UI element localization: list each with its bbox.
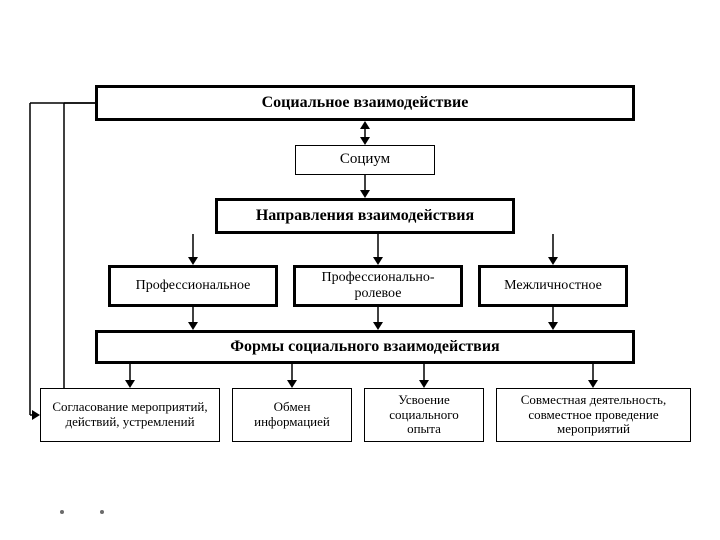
- node-n5: Профессионально-ролевое: [293, 265, 463, 307]
- node-label: Направления взаимодействия: [256, 207, 474, 225]
- footer-dot: [60, 510, 64, 514]
- node-n11: Совместная деятельность, совместное пров…: [496, 388, 691, 442]
- node-label: Согласование мероприятий, действий, устр…: [47, 400, 213, 430]
- node-label: Профессионально-ролевое: [302, 270, 454, 302]
- node-n2: Социум: [295, 145, 435, 175]
- node-n8: Согласование мероприятий, действий, устр…: [40, 388, 220, 442]
- node-n4: Профессиональное: [108, 265, 278, 307]
- node-label: Социальное взаимодействие: [262, 94, 469, 112]
- node-label: Социум: [340, 151, 390, 168]
- node-n7: Формы социального взаимодействия: [95, 330, 635, 364]
- footer-dot: [100, 510, 104, 514]
- node-label: Усвоение социального опыта: [371, 393, 477, 438]
- node-label: Формы социального взаимодействия: [230, 338, 499, 356]
- node-n10: Усвоение социального опыта: [364, 388, 484, 442]
- node-label: Межличностное: [504, 278, 602, 294]
- node-label: Профессиональное: [136, 278, 251, 294]
- node-n1: Социальное взаимодействие: [95, 85, 635, 121]
- node-n9: Обмен информацией: [232, 388, 352, 442]
- node-label: Обмен информацией: [239, 400, 345, 430]
- node-n6: Межличностное: [478, 265, 628, 307]
- diagram-canvas: Социальное взаимодействие Социум Направлен…: [0, 0, 720, 540]
- node-label: Совместная деятельность, совместное пров…: [503, 393, 684, 438]
- node-n3: Направления взаимодействия: [215, 198, 515, 234]
